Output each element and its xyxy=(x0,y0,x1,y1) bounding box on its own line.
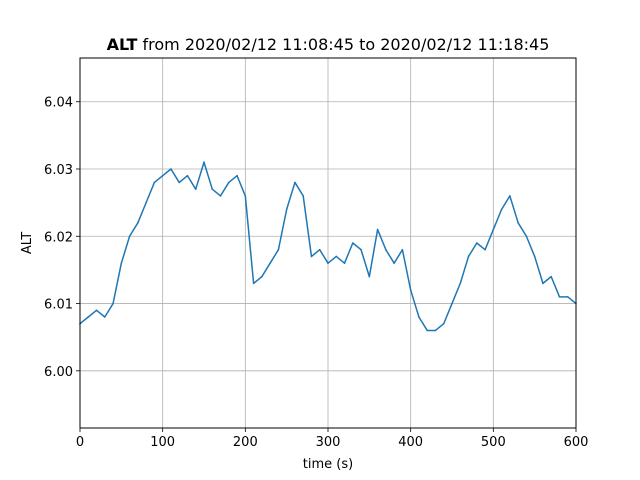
data-point xyxy=(161,174,164,177)
data-point xyxy=(376,228,379,231)
y-axis-label: ALT xyxy=(20,232,35,254)
data-point xyxy=(393,262,395,264)
data-point xyxy=(451,302,453,305)
data-point xyxy=(360,248,362,251)
x-tick-label: 600 xyxy=(564,435,589,450)
data-point xyxy=(409,289,412,291)
data-point xyxy=(186,174,189,177)
data-point xyxy=(442,322,445,325)
data-point xyxy=(385,248,387,251)
data-point xyxy=(294,181,296,184)
data-point xyxy=(550,275,552,278)
data-point xyxy=(418,316,420,318)
data-point xyxy=(352,242,354,244)
grid-layer xyxy=(79,58,577,428)
data-point xyxy=(434,329,437,332)
y-tick-label: 6.03 xyxy=(44,163,73,178)
data-point xyxy=(145,201,147,204)
y-tick-label: 6.00 xyxy=(44,365,73,380)
data-point xyxy=(95,309,98,312)
data-point xyxy=(277,248,280,251)
data-point xyxy=(566,296,569,298)
data-point xyxy=(112,302,114,305)
data-point xyxy=(368,275,371,278)
data-point xyxy=(236,174,238,177)
data-point xyxy=(194,188,197,190)
data-point xyxy=(525,235,528,238)
data-point xyxy=(467,255,470,258)
data-point xyxy=(318,248,321,251)
data-point xyxy=(558,296,561,298)
x-tick-label: 100 xyxy=(150,435,175,450)
data-point xyxy=(335,255,338,258)
data-point xyxy=(219,195,222,197)
x-tick-label: 500 xyxy=(481,435,506,450)
y-tick-label: 6.01 xyxy=(44,298,73,313)
data-point xyxy=(153,181,156,184)
data-point xyxy=(178,181,180,184)
data-point xyxy=(476,242,478,244)
data-point xyxy=(128,235,131,238)
data-point xyxy=(533,255,536,258)
data-point xyxy=(252,282,255,285)
x-tick-label: 300 xyxy=(316,435,341,450)
axis-layer: 0 100 200 300 400 500 600 6.00 6.01 6.02 6.03 6.04 xyxy=(44,96,588,450)
chart-title-bold: ALT xyxy=(107,35,138,54)
series-layer xyxy=(79,161,577,332)
y-tick-label: 6.02 xyxy=(44,230,73,245)
x-tick-label: 0 xyxy=(76,435,84,450)
data-point xyxy=(484,248,486,251)
data-point xyxy=(261,275,263,278)
data-point xyxy=(327,262,329,264)
data-point xyxy=(401,248,404,251)
data-point xyxy=(459,282,462,285)
data-point xyxy=(302,195,305,197)
data-point xyxy=(170,168,172,170)
x-tick-label: 400 xyxy=(398,435,423,450)
data-point xyxy=(500,208,503,211)
data-point xyxy=(244,195,247,197)
data-point xyxy=(269,262,271,264)
data-point xyxy=(228,181,230,184)
data-point xyxy=(426,329,429,332)
data-point xyxy=(137,222,139,224)
y-tick-label: 6.04 xyxy=(44,96,73,111)
data-point xyxy=(87,316,90,318)
chart-title-rest: from 2020/02/12 11:08:45 to 2020/02/12 1… xyxy=(137,35,549,54)
data-point xyxy=(542,282,544,285)
data-point xyxy=(492,228,495,231)
chart-title: ALT from 2020/02/12 11:08:45 to 2020/02/… xyxy=(107,35,550,54)
data-point xyxy=(517,222,519,224)
x-axis-label: time (s) xyxy=(303,457,353,472)
data-point xyxy=(104,316,106,318)
x-tick-label: 200 xyxy=(233,435,258,450)
data-point xyxy=(285,208,288,211)
data-point xyxy=(211,188,214,190)
data-point xyxy=(203,161,205,164)
data-point xyxy=(343,262,346,264)
data-point xyxy=(509,195,511,197)
data-point xyxy=(310,255,313,258)
data-point xyxy=(120,262,123,264)
